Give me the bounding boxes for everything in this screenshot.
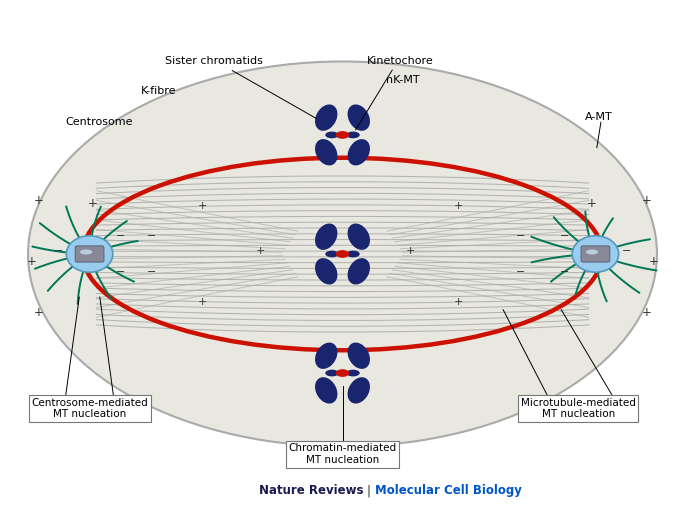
Text: −: − bbox=[147, 231, 155, 241]
Text: −: − bbox=[516, 267, 525, 277]
Text: −: − bbox=[621, 246, 631, 257]
Text: nK-MT: nK-MT bbox=[386, 75, 419, 85]
Text: +: + bbox=[587, 197, 597, 210]
Ellipse shape bbox=[80, 249, 92, 255]
Ellipse shape bbox=[586, 249, 598, 255]
Text: +: + bbox=[649, 255, 658, 268]
Ellipse shape bbox=[315, 105, 338, 131]
Text: +: + bbox=[454, 297, 463, 307]
Text: |: | bbox=[366, 484, 371, 497]
Ellipse shape bbox=[315, 342, 338, 369]
Text: Molecular Cell Biology: Molecular Cell Biology bbox=[375, 484, 522, 497]
Text: Microtubule-mediated
MT nucleation: Microtubule-mediated MT nucleation bbox=[521, 398, 636, 419]
Ellipse shape bbox=[315, 258, 338, 284]
Text: +: + bbox=[454, 201, 463, 211]
Text: A-MT: A-MT bbox=[585, 112, 613, 122]
Text: −: − bbox=[560, 231, 569, 241]
Ellipse shape bbox=[315, 139, 338, 166]
Text: +: + bbox=[34, 306, 43, 319]
Ellipse shape bbox=[28, 61, 657, 447]
Ellipse shape bbox=[336, 250, 349, 258]
Text: −: − bbox=[116, 267, 125, 277]
Ellipse shape bbox=[347, 139, 370, 166]
Text: Chromatin-mediated
MT nucleation: Chromatin-mediated MT nucleation bbox=[288, 443, 397, 465]
Text: +: + bbox=[88, 197, 98, 210]
Text: −: − bbox=[560, 267, 569, 277]
Ellipse shape bbox=[347, 377, 370, 403]
Text: +: + bbox=[256, 246, 265, 257]
Ellipse shape bbox=[347, 224, 370, 250]
Text: Centrosome-mediated
MT nucleation: Centrosome-mediated MT nucleation bbox=[32, 398, 148, 419]
Text: +: + bbox=[27, 255, 36, 268]
Text: +: + bbox=[642, 194, 651, 207]
Text: Centrosome: Centrosome bbox=[66, 117, 133, 127]
Ellipse shape bbox=[572, 236, 619, 272]
Ellipse shape bbox=[347, 132, 360, 138]
FancyBboxPatch shape bbox=[581, 246, 610, 262]
Ellipse shape bbox=[315, 224, 338, 250]
Ellipse shape bbox=[336, 131, 349, 139]
Ellipse shape bbox=[347, 370, 360, 376]
Text: −: − bbox=[54, 246, 64, 257]
Ellipse shape bbox=[325, 370, 338, 376]
Ellipse shape bbox=[347, 105, 370, 131]
Ellipse shape bbox=[347, 250, 360, 258]
Ellipse shape bbox=[315, 377, 338, 403]
Ellipse shape bbox=[325, 250, 338, 258]
Ellipse shape bbox=[347, 258, 370, 284]
Text: +: + bbox=[406, 246, 416, 257]
FancyBboxPatch shape bbox=[75, 246, 104, 262]
Text: Kinetochore: Kinetochore bbox=[367, 56, 434, 66]
Ellipse shape bbox=[325, 132, 338, 138]
Text: +: + bbox=[642, 306, 651, 319]
Text: Sister chromatids: Sister chromatids bbox=[165, 56, 262, 66]
Text: −: − bbox=[147, 267, 155, 277]
Text: +: + bbox=[34, 194, 43, 207]
Ellipse shape bbox=[347, 342, 370, 369]
Text: K-fibre: K-fibre bbox=[141, 86, 176, 97]
Text: Nature Reviews: Nature Reviews bbox=[258, 484, 363, 497]
Text: −: − bbox=[116, 231, 125, 241]
Ellipse shape bbox=[336, 369, 349, 377]
Text: +: + bbox=[198, 297, 207, 307]
Text: +: + bbox=[198, 201, 207, 211]
Text: −: − bbox=[516, 231, 525, 241]
Ellipse shape bbox=[66, 236, 113, 272]
